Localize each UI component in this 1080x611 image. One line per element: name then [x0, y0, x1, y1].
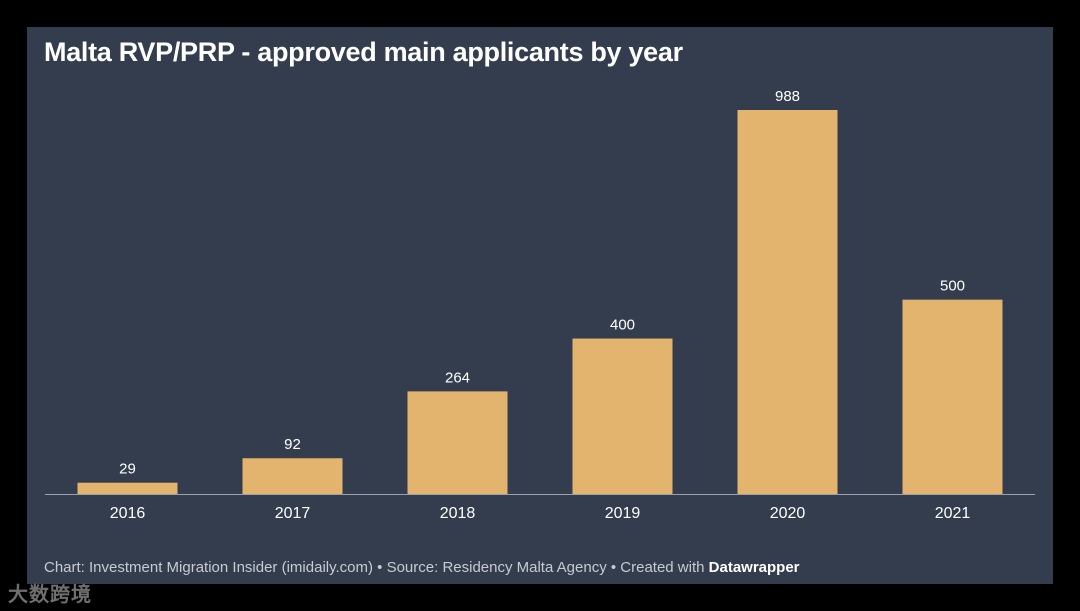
value-label-2021: 500 [940, 278, 965, 295]
value-label-2018: 264 [445, 369, 470, 386]
bar-2018 [407, 391, 508, 494]
x-tick-2020: 2020 [770, 505, 806, 522]
bar-2017 [242, 458, 343, 494]
footer-tool-name: Datawrapper [708, 559, 800, 576]
x-tick-2019: 2019 [605, 505, 641, 522]
x-tick-2018: 2018 [440, 505, 476, 522]
bar-2016 [77, 482, 178, 494]
footer-credits: Chart: Investment Migration Insider (imi… [44, 559, 709, 576]
bar-2021 [902, 299, 1003, 494]
x-tick-2017: 2017 [275, 505, 311, 522]
bar-chart: 29 2016 92 2017 264 2018 400 2019 988 2020 500 2021 [45, 88, 1035, 522]
x-tick-2021: 2021 [935, 505, 971, 522]
value-label-2017: 92 [284, 436, 301, 453]
bar-2019 [572, 338, 673, 494]
chart-footer: Chart: Investment Migration Insider (imi… [44, 559, 800, 576]
x-tick-2016: 2016 [110, 505, 146, 522]
bar-2020 [737, 110, 838, 494]
chart-title: Malta RVP/PRP - approved main applicants… [44, 37, 683, 67]
watermark-logo: 大数跨境 [8, 578, 92, 607]
watermark-text: 大数跨境 [8, 584, 92, 606]
value-label-2020: 988 [775, 88, 800, 105]
value-label-2016: 29 [119, 461, 136, 478]
value-label-2019: 400 [610, 317, 635, 334]
chart-panel: Malta RVP/PRP - approved main applicants… [27, 27, 1053, 584]
